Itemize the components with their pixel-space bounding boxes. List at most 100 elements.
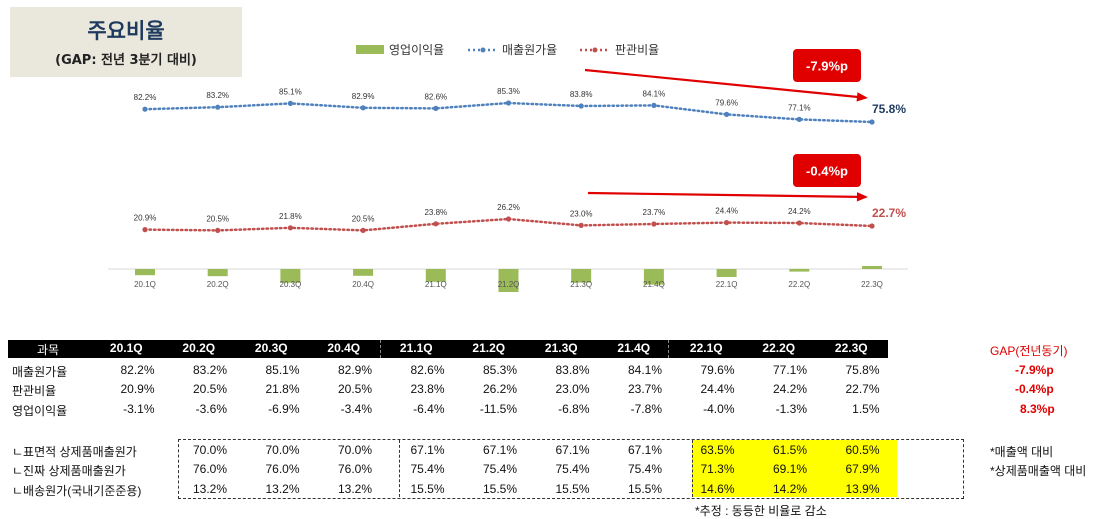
cost-ratio-data-label: 82.2% (134, 93, 157, 102)
sub-table-cell: 75.4% (555, 462, 590, 476)
cost-ratio-point (505, 100, 512, 106)
table-cell: 84.1% (627, 363, 662, 377)
sga-ratio-point (433, 221, 439, 227)
table-cell: 20.5% (337, 382, 372, 396)
cost-ratio-point (651, 102, 657, 108)
table-header-col: 20.3Q (254, 341, 288, 355)
sga-ratio-data-label: 23.7% (643, 208, 666, 217)
sub-row-label: ㄴ배송원가(국내기준준용) (12, 484, 142, 498)
x-tick-label: 21.2Q (498, 280, 520, 289)
bar-operating-margin (571, 269, 592, 283)
table-header-label: 과목 (36, 343, 60, 357)
sub-table-cell: 61.5% (772, 443, 807, 457)
table-cell: -1.3% (775, 402, 807, 416)
sub-divider-2 (692, 440, 693, 497)
sub-table-cell: 15.5% (627, 482, 662, 496)
cost-ratio-data-label: 85.3% (497, 87, 520, 96)
table-cell: 22.7% (845, 382, 880, 396)
table-header-col: 21.2Q (472, 341, 506, 355)
sga-ratio-data-label: 24.2% (788, 207, 811, 216)
cost-gap-callout-text: -7.9%p (806, 59, 848, 74)
sga-ratio-data-label: 26.2% (497, 203, 520, 212)
cost-ratio-data-label: 82.6% (424, 92, 447, 101)
table-cell: 77.1% (772, 363, 807, 377)
table-cell: 23.0% (555, 382, 590, 396)
table-cell: 82.9% (337, 363, 372, 377)
legend-sga-label: 판관비율 (615, 43, 659, 57)
table-cell: 83.8% (555, 363, 590, 377)
sub-table-cell: 63.5% (700, 443, 735, 457)
footnote: *추정 : 동등한 비율로 감소 (695, 504, 827, 518)
sub-table-cell: 67.1% (555, 443, 590, 457)
sga-ratio-point (360, 227, 366, 233)
table-cell: 1.5% (852, 402, 880, 416)
bar-operating-margin (280, 269, 301, 283)
x-tick-label: 21.1Q (425, 280, 447, 289)
table-cell: 82.6% (410, 363, 445, 377)
bar-operating-margin (498, 269, 519, 292)
sub-table-cell: 76.0% (337, 462, 372, 476)
table-cell: 20.9% (120, 382, 155, 396)
sub-table-cell: 76.0% (192, 462, 227, 476)
sub-table-cell: 67.1% (482, 443, 517, 457)
x-tick-label: 20.1Q (134, 280, 156, 289)
cost-ratio-point (724, 111, 730, 117)
bar-operating-margin (135, 269, 155, 276)
x-tick-label: 22.3Q (861, 280, 883, 289)
bar-operating-margin (716, 269, 737, 277)
header-divider (668, 340, 669, 358)
table-header-col: 22.2Q (762, 341, 796, 355)
sga-ratio-data-label: 24.4% (715, 207, 738, 216)
sub-table-cell: 13.2% (192, 482, 227, 496)
table-cell: -3.1% (123, 402, 155, 416)
cost-ratio-data-label: 83.8% (570, 90, 593, 99)
cost-ratio-data-label: 77.1% (788, 103, 811, 112)
sub-table-cell: 14.6% (700, 482, 735, 496)
bar-operating-margin (425, 269, 446, 282)
page-title: 주요비율 (87, 19, 165, 43)
table-cell: 82.2% (120, 363, 155, 377)
sga-ratio-data-label: 23.0% (570, 209, 593, 218)
sub-table-cell: 15.5% (555, 482, 590, 496)
row-gap-value: 8.3%p (1020, 402, 1055, 416)
gap-header: GAP(전년동기) (990, 344, 1068, 358)
bar-operating-margin (207, 269, 228, 277)
x-tick-label: 22.2Q (788, 280, 810, 289)
bar-operating-margin (789, 269, 810, 272)
legend-bar-swatch (356, 45, 384, 54)
row-label: 영업이익율 (12, 404, 68, 418)
sub-table-cell: 70.0% (265, 443, 300, 457)
cost-trend-arrow-shaft (584, 68, 859, 99)
table-cell: 85.1% (265, 363, 300, 377)
sga-ratio-point (142, 227, 148, 233)
ratio-chart: 영업이익율 매출원가율 판관비율 20.1Q 20.2Q 20.3Q 20.4Q 21.1Q 2… (108, 43, 908, 292)
table-header-col: 20.2Q (182, 341, 216, 355)
cost-ratio-data-label: 82.9% (352, 92, 375, 101)
cost-ratio-point (215, 104, 221, 110)
sga-ratio-point (505, 216, 512, 222)
sub-table-cell: 13.2% (265, 482, 300, 496)
sub-row-note: *상제품매출액 대비 (990, 464, 1087, 478)
sub-row-label: ㄴ표면적 상제품매출원가 (12, 445, 137, 459)
row-label: 매출원가율 (12, 365, 68, 379)
table-cell: 85.3% (482, 363, 517, 377)
sub-row-label: ㄴ진짜 상제품매출원가 (12, 464, 126, 478)
table-cell: -11.5% (479, 402, 517, 416)
legend-bar-label: 영업이익율 (389, 43, 444, 57)
sga-gap-callout-text: -0.4%p (806, 164, 848, 179)
title-box: 주요비율 (GAP: 전년 3분기 대비) (10, 7, 242, 77)
sub-table-cell: 60.5% (845, 443, 880, 457)
table-cell: -6.4% (413, 402, 445, 416)
table-cell: 75.8% (845, 363, 880, 377)
bar-operating-margin (353, 269, 374, 276)
cost-ratio-point (796, 116, 802, 122)
sub-table-cell: 67.9% (845, 462, 880, 476)
sub-table-cell: 15.5% (482, 482, 517, 496)
table-cell: -7.8% (630, 402, 662, 416)
sub-divider-1 (399, 440, 400, 497)
row-gap-value: -7.9%p (1015, 363, 1054, 377)
cost-ratio-data-label: 83.2% (206, 91, 229, 100)
sub-table-cell: 13.9% (845, 482, 880, 496)
cost-ratio-point (360, 105, 366, 111)
table-cell: 24.4% (700, 382, 735, 396)
